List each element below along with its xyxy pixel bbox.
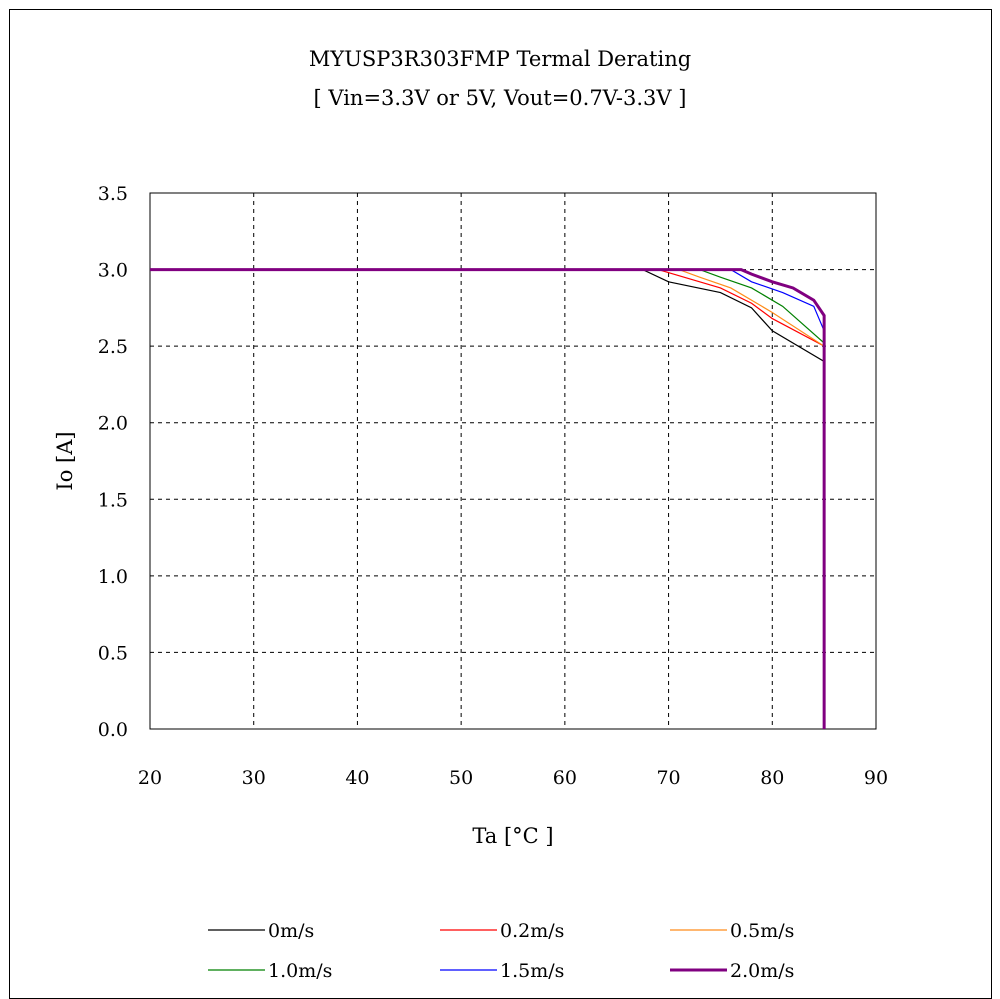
series-line (150, 268, 826, 729)
chart-subtitle: [ Vin=3.3V or 5V, Vout=0.7V-3.3V ] (313, 86, 687, 110)
x-tick-label: 90 (864, 767, 888, 789)
legend: 0m/s 0.2m/s 0.5m/s 1.0m/s 1.5m/s 2.0m/s (208, 920, 794, 982)
y-axis-label: Io [A] (53, 431, 77, 490)
legend-label: 0.2m/s (500, 920, 564, 942)
x-tick-label: 70 (656, 767, 680, 789)
y-tick-label: 1.0 (98, 566, 128, 588)
legend-label: 0m/s (268, 920, 314, 942)
y-tick-label: 3.0 (98, 260, 128, 282)
y-tick-labels: 0.0 0.5 1.0 1.5 2.0 2.5 3.0 3.5 (98, 183, 128, 741)
x-tick-label: 50 (449, 767, 473, 789)
x-tick-label: 20 (138, 767, 162, 789)
y-tick-label: 2.5 (98, 336, 128, 358)
legend-label: 1.5m/s (500, 960, 564, 982)
series-line (150, 268, 825, 729)
plot-area (149, 192, 877, 730)
series-lines (150, 268, 826, 729)
chart-frame (9, 9, 992, 999)
legend-label: 0.5m/s (730, 920, 794, 942)
legend-label: 2.0m/s (730, 960, 794, 982)
y-tick-label: 3.5 (98, 183, 128, 205)
legend-label: 1.0m/s (268, 960, 332, 982)
grid-lines (150, 193, 876, 729)
x-tick-labels: 20 30 40 50 60 70 80 90 (138, 767, 888, 789)
y-tick-label: 2.0 (98, 413, 128, 435)
y-tick-label: 0.5 (98, 642, 128, 664)
x-tick-label: 80 (760, 767, 784, 789)
chart-title: MYUSP3R303FMP Termal Derating (308, 47, 692, 71)
x-axis-label: Ta [°C ] (472, 824, 553, 848)
x-tick-label: 30 (242, 767, 266, 789)
x-tick-label: 60 (553, 767, 577, 789)
x-tick-label: 40 (345, 767, 369, 789)
y-tick-label: 1.5 (98, 489, 128, 511)
y-tick-label: 0.0 (98, 719, 128, 741)
